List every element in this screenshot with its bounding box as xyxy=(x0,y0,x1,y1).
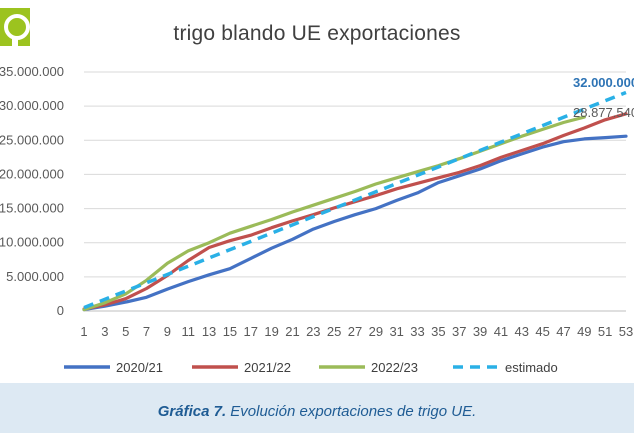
x-tick-label: 41 xyxy=(494,324,508,339)
y-tick-label: 15.000.000 xyxy=(0,201,64,216)
series-layer xyxy=(82,90,628,312)
y-tick-label: 0 xyxy=(57,303,64,318)
x-tick-label: 7 xyxy=(143,324,150,339)
x-tick-label: 33 xyxy=(410,324,424,339)
legend-label: 2021/22 xyxy=(244,360,291,375)
caption-label: Gráfica 7. xyxy=(157,403,227,420)
caption-text: Evolución exportaciones de trigo UE. xyxy=(226,403,477,420)
x-tick-label: 1 xyxy=(80,324,87,339)
y-tick-label: 35.000.000 xyxy=(0,64,64,79)
y-tick-label: 10.000.000 xyxy=(0,235,64,250)
grid-layer xyxy=(84,71,626,312)
legend-label: 2022/23 xyxy=(371,360,418,375)
x-tick-label: 43 xyxy=(515,324,529,339)
figure-caption: Gráfica 7. Evolución exportaciones de tr… xyxy=(0,403,634,420)
x-tick-label: 27 xyxy=(348,324,362,339)
x-tick-label: 3 xyxy=(101,324,108,339)
axis-layer: 0 5.000.000 10.000.000 15.000.000 20.000.000… xyxy=(0,64,633,339)
x-tick-label: 9 xyxy=(164,324,171,339)
x-tick-label: 19 xyxy=(264,324,278,339)
series-line-2020-21 xyxy=(82,134,628,312)
y-tick-label: 25.000.000 xyxy=(0,132,64,147)
x-tick-label: 21 xyxy=(285,324,299,339)
y-tick-label: 20.000.000 xyxy=(0,166,64,181)
chart-title: trigo blando UE exportaciones xyxy=(173,22,461,45)
x-tick-label: 53 xyxy=(619,324,633,339)
x-tick-label: 17 xyxy=(244,324,258,339)
caption-band xyxy=(0,383,634,433)
legend: 2020/21 2021/22 2022/23 estimado xyxy=(64,360,558,375)
series-line-2021-22 xyxy=(82,112,628,311)
x-tick-label: 35 xyxy=(431,324,445,339)
data-label: 32.000.000 xyxy=(573,75,634,90)
x-tick-label: 13 xyxy=(202,324,216,339)
x-tick-label: 31 xyxy=(389,324,403,339)
x-tick-label: 15 xyxy=(223,324,237,339)
y-tick-label: 30.000.000 xyxy=(0,98,64,113)
y-tick-label: 5.000.000 xyxy=(6,269,64,284)
legend-label: estimado xyxy=(505,360,558,375)
x-tick-label: 37 xyxy=(452,324,466,339)
data-label: 28.877.540 xyxy=(573,105,634,120)
line-chart: 0 5.000.000 10.000.000 15.000.000 20.000.000… xyxy=(0,64,634,375)
chart-panel xyxy=(0,0,634,383)
x-tick-label: 29 xyxy=(369,324,383,339)
x-tick-label: 47 xyxy=(556,324,570,339)
legend-label: 2020/21 xyxy=(116,360,163,375)
x-tick-label: 25 xyxy=(327,324,341,339)
x-tick-label: 49 xyxy=(577,324,591,339)
x-tick-label: 45 xyxy=(535,324,549,339)
x-tick-label: 11 xyxy=(181,324,195,339)
x-tick-label: 23 xyxy=(306,324,320,339)
x-tick-label: 5 xyxy=(122,324,129,339)
logo-icon xyxy=(0,8,30,46)
x-tick-label: 39 xyxy=(473,324,487,339)
x-tick-label: 51 xyxy=(598,324,612,339)
series-line-estimado xyxy=(83,90,627,310)
annotation-layer: 32.000.000 28.877.540 xyxy=(573,75,634,120)
